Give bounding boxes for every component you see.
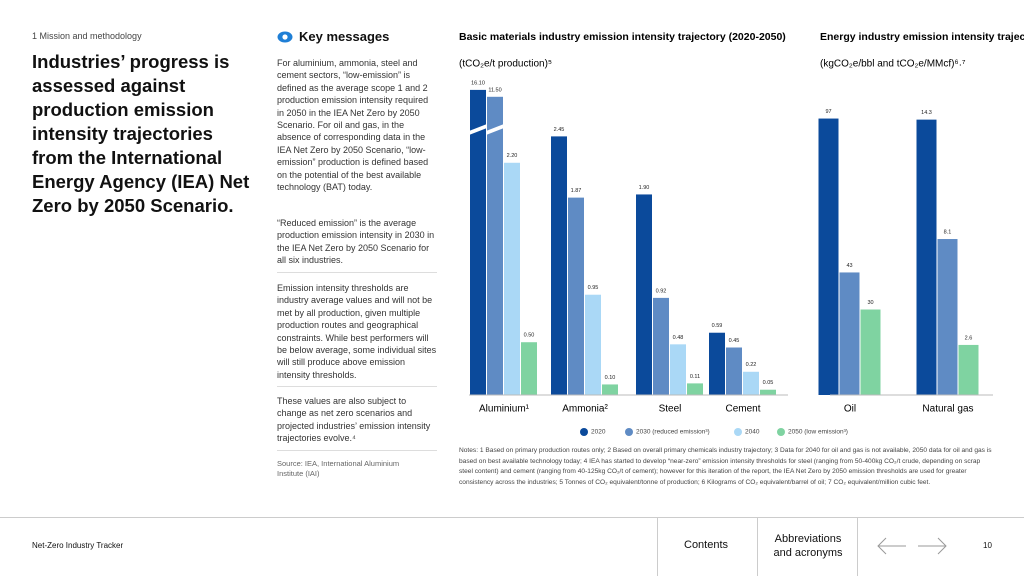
abbreviations-link[interactable]: Abbreviations and acronyms — [773, 533, 843, 559]
legend-label: 2050 (low emission³) — [788, 429, 848, 436]
legend-swatch — [777, 428, 785, 436]
bar — [760, 389, 776, 395]
value-label: 1.90 — [639, 185, 650, 191]
x-tick-label: Oil — [844, 404, 856, 415]
x-tick-label: Aluminium¹ — [479, 404, 530, 415]
axis-break — [469, 124, 487, 135]
key-messages-header: Key messages — [277, 29, 389, 44]
page-number: 10 — [983, 541, 992, 550]
contents-link[interactable]: Contents — [684, 539, 729, 551]
value-label: 1.87 — [571, 188, 582, 194]
paragraph: These values are also subject to change … — [277, 396, 431, 444]
chart-subtitle: (kgCO₂e/bbl and tCO₂e/MMcf)⁶˒⁷ — [820, 59, 966, 70]
chart-subtitle: (tCO₂e/t production)⁵ — [459, 59, 552, 70]
x-tick-label: Cement — [725, 404, 760, 415]
value-label: 0.92 — [656, 288, 667, 294]
bar — [521, 342, 537, 395]
value-label: 97 — [825, 109, 831, 115]
footer-rule — [0, 517, 1024, 518]
bar — [585, 294, 601, 395]
value-label: 0.05 — [763, 380, 774, 386]
value-label: 0.48 — [673, 335, 684, 341]
paragraph: “Reduced emission” is the average produc… — [277, 218, 435, 266]
bar — [551, 136, 567, 395]
chart-title: Energy industry emission intensity traje… — [820, 31, 1024, 43]
bar — [504, 162, 520, 395]
eye-icon — [277, 31, 293, 42]
bar — [937, 239, 958, 395]
chart-title: Basic materials industry emission intens… — [459, 31, 786, 43]
bar — [687, 383, 703, 395]
legend-swatch — [734, 428, 742, 436]
value-label: 2.20 — [507, 153, 518, 159]
divider — [277, 450, 437, 451]
bar — [839, 272, 860, 395]
legend-swatch — [625, 428, 633, 436]
value-label: 2.45 — [554, 127, 565, 133]
x-tick-label: Natural gas — [922, 404, 973, 415]
value-label: 14.3 — [921, 110, 932, 116]
bar — [958, 344, 979, 395]
divider — [277, 386, 437, 387]
divider — [657, 517, 658, 576]
footer-brand: Net-Zero Industry Tracker — [32, 541, 124, 550]
bar — [709, 332, 725, 395]
value-label: 16.10 — [471, 80, 485, 86]
legend-label: 2030 (reduced emission³) — [636, 429, 710, 436]
value-label: 0.45 — [729, 338, 740, 344]
x-tick-label: Ammonia² — [562, 404, 608, 415]
value-label: 0.11 — [690, 374, 700, 380]
page-arrows[interactable] — [876, 536, 948, 556]
divider — [277, 272, 437, 273]
bar — [487, 96, 503, 396]
bar — [636, 194, 652, 395]
notes: Notes: 1 Based on primary production rou… — [459, 447, 992, 486]
bar — [653, 297, 669, 395]
value-label: 43 — [846, 263, 852, 269]
value-label: 0.59 — [712, 323, 723, 329]
divider — [757, 517, 758, 576]
bar — [470, 89, 486, 396]
value-label: 0.22 — [746, 362, 757, 368]
bar — [726, 347, 742, 395]
bar — [860, 309, 881, 395]
bar — [743, 371, 759, 395]
bar — [670, 344, 686, 395]
source: Source: IEA, International Aluminium Ins… — [277, 459, 400, 478]
x-tick-label: Steel — [659, 404, 682, 415]
bar — [818, 118, 839, 396]
value-label: 11.50 — [488, 87, 501, 93]
paragraph: Emission intensity thresholds are indust… — [277, 283, 437, 380]
bar — [568, 197, 584, 395]
legend-label: 2020 — [591, 429, 606, 436]
bar — [916, 119, 937, 395]
value-label: 0.95 — [588, 285, 599, 291]
value-label: 0.50 — [524, 333, 535, 339]
paragraph: For aluminium, ammonia, steel and cement… — [277, 58, 429, 193]
legend-label: 2040 — [745, 429, 760, 436]
legend-swatch — [580, 428, 588, 436]
axis-break — [486, 124, 504, 135]
value-label: 8.1 — [944, 229, 952, 235]
heading: Industries’ progress is assessed against… — [32, 51, 250, 216]
bar — [602, 384, 618, 395]
section-header: 1 Mission and methodology — [32, 31, 142, 41]
value-label: 2.6 — [965, 335, 973, 341]
value-label: 30 — [867, 300, 873, 306]
divider — [857, 517, 858, 576]
value-label: 0.10 — [605, 375, 616, 381]
key-messages-title: Key messages — [299, 29, 390, 44]
